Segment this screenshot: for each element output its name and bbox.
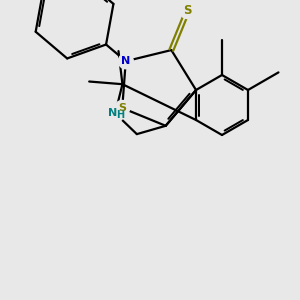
Circle shape [115,100,130,116]
Text: N: N [121,56,130,66]
Text: S: S [118,103,126,113]
Text: H: H [116,110,124,120]
Circle shape [106,104,124,122]
Circle shape [180,4,195,19]
Text: S: S [183,4,192,17]
Text: N: N [108,108,117,118]
Circle shape [118,54,133,69]
